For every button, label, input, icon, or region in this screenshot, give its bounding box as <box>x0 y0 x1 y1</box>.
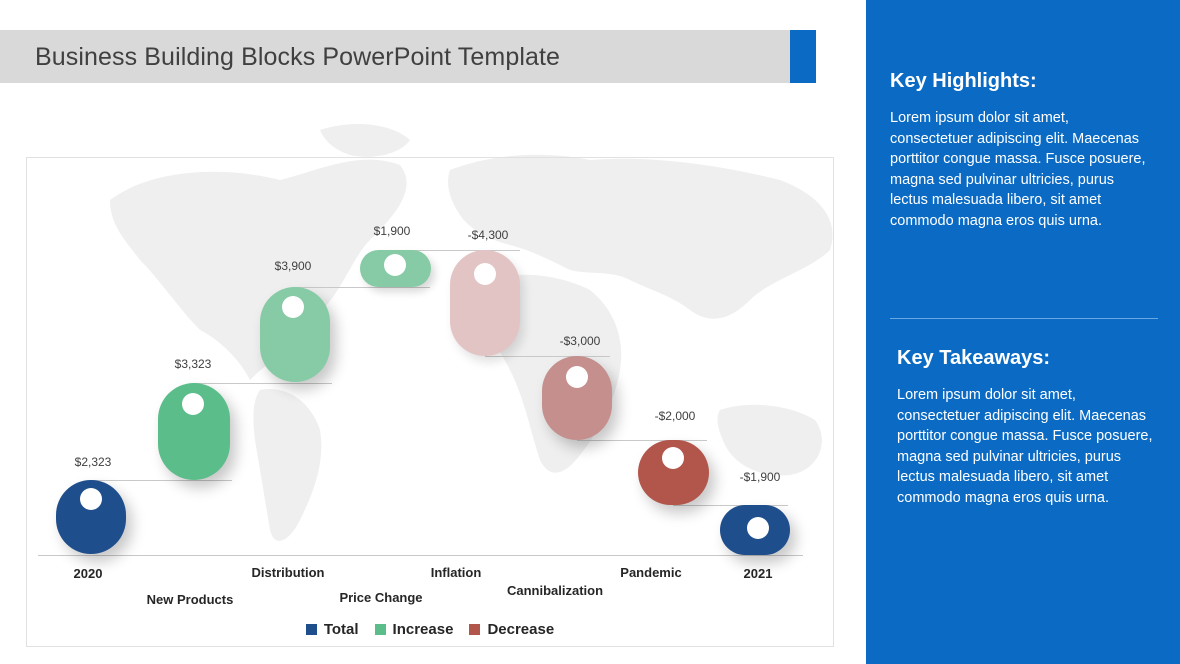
bar-price-change <box>360 250 431 287</box>
legend-item-total: Total <box>305 621 359 638</box>
category-label: Price Change <box>339 590 423 605</box>
bar-new-products <box>158 383 230 480</box>
bar-dot <box>282 296 304 318</box>
bar-2021 <box>720 505 790 555</box>
connector-line <box>395 250 520 251</box>
category-label: New Products <box>146 592 234 607</box>
legend-item-decrease: Decrease <box>469 621 554 638</box>
value-label: $3,900 <box>274 259 312 273</box>
category-label: Pandemic <box>620 565 682 580</box>
bar-dot <box>384 254 406 276</box>
value-label: -$3,000 <box>559 334 601 348</box>
bar-cannibalization <box>542 356 612 440</box>
bar-dot <box>474 263 496 285</box>
x-axis-line <box>38 555 803 556</box>
chart-area <box>26 157 834 647</box>
value-label: $2,323 <box>74 455 112 469</box>
highlights-heading: Key Highlights: <box>890 70 1037 92</box>
title-bar: Business Building Blocks PowerPoint Temp… <box>0 30 790 83</box>
value-label: -$4,300 <box>467 228 509 242</box>
title-accent-block <box>790 30 816 83</box>
bar-dot <box>662 447 684 469</box>
takeaways-heading: Key Takeaways: <box>897 347 1051 369</box>
connector-line <box>485 356 610 357</box>
legend-swatch-decrease <box>469 624 481 635</box>
bar-dot <box>747 517 769 539</box>
legend-swatch-total <box>305 624 317 635</box>
legend-label: Total <box>323 621 359 638</box>
legend-swatch-increase <box>374 624 386 635</box>
legend-label: Increase <box>392 621 454 638</box>
bar-inflation <box>450 250 520 356</box>
bar-pandemic <box>638 440 709 505</box>
value-label: $3,323 <box>174 357 212 371</box>
connector-line <box>295 287 430 288</box>
legend-label: Decrease <box>487 621 555 638</box>
connector-line <box>192 383 332 384</box>
bar-dot <box>182 393 204 415</box>
category-label: Inflation <box>430 565 482 580</box>
takeaways-body: Lorem ipsum dolor sit amet, consectetuer… <box>897 387 1153 506</box>
category-label: 2021 <box>743 566 773 581</box>
connector-line <box>577 440 707 441</box>
slide-title: Business Building Blocks PowerPoint Temp… <box>35 43 561 71</box>
bar-dot <box>566 366 588 388</box>
highlights-body: Lorem ipsum dolor sit amet, consectetuer… <box>890 110 1146 229</box>
value-label: $1,900 <box>373 224 411 238</box>
chart-legend: Total Increase Decrease <box>0 621 860 638</box>
category-label: 2020 <box>73 566 103 581</box>
bar-dot <box>80 488 102 510</box>
legend-item-increase: Increase <box>374 621 454 638</box>
category-label: Distribution <box>251 565 325 580</box>
connector-line <box>92 480 232 481</box>
panel-divider <box>890 318 1158 319</box>
connector-line <box>673 505 788 506</box>
bar-2020 <box>56 480 126 554</box>
category-label: Cannibalization <box>506 583 604 598</box>
bar-distribution <box>260 287 330 382</box>
value-label: -$2,000 <box>654 409 696 423</box>
side-panel: Key Highlights: Lorem ipsum dolor sit am… <box>866 0 1180 664</box>
value-label: -$1,900 <box>739 470 781 484</box>
